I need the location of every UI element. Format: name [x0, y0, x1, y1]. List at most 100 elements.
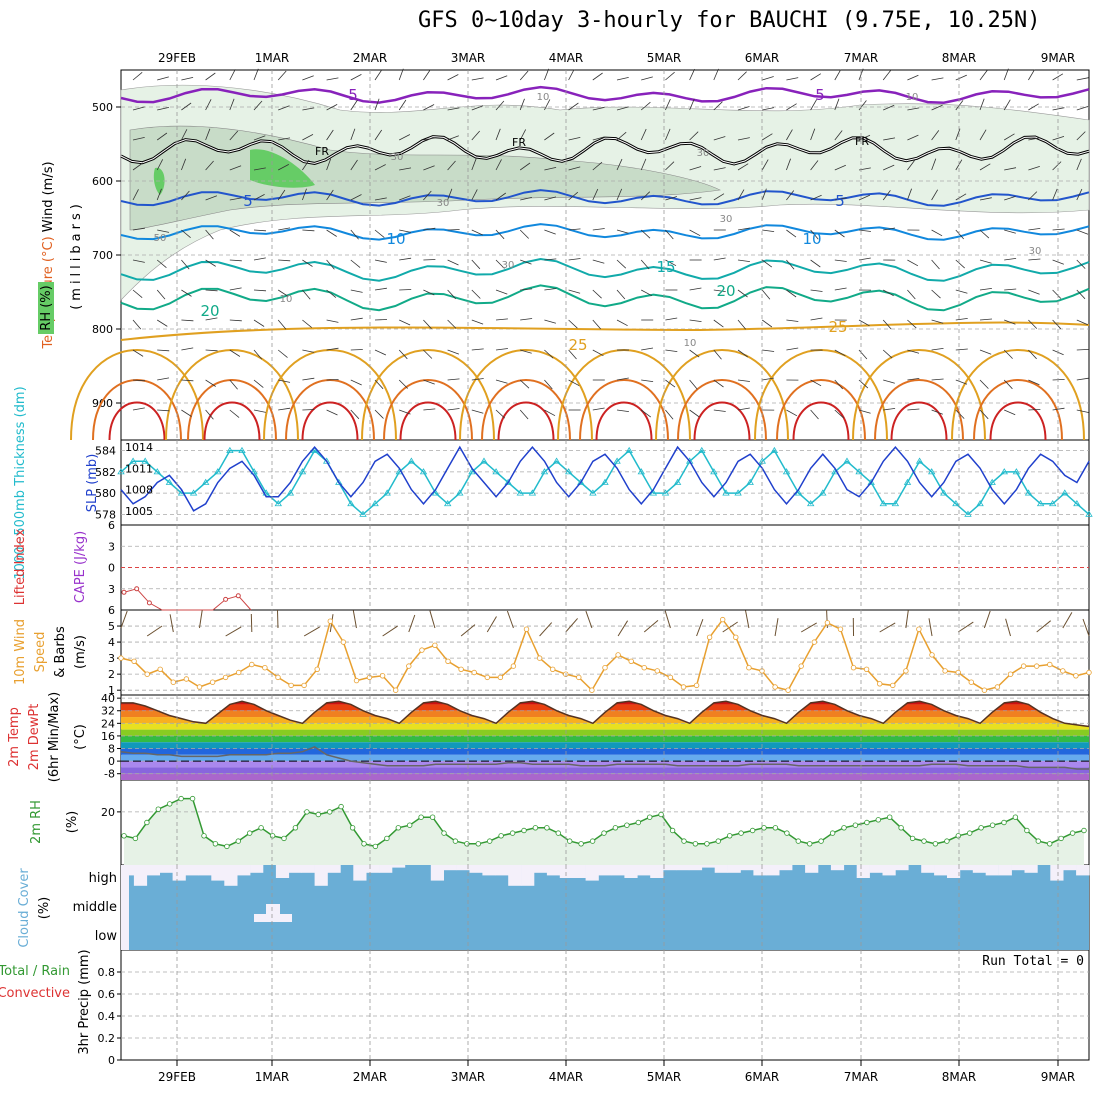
- wind-barb: [519, 379, 530, 389]
- rh-line-point: [784, 830, 790, 836]
- wind-barb: [665, 317, 678, 321]
- wind-barb: [181, 347, 194, 351]
- thickness-line-point: [577, 478, 585, 485]
- wind-barb: [544, 409, 556, 417]
- thickness-line-point: [843, 457, 851, 464]
- wind-barb: [689, 379, 698, 390]
- thickness-line-point: [952, 499, 960, 507]
- wind-barb: [786, 319, 799, 322]
- wind-barb: [447, 74, 459, 81]
- wind-barb: [641, 379, 654, 382]
- wind-barb: [229, 319, 242, 322]
- rh-legend-text: RH (%): [39, 285, 54, 330]
- wind-barb: [132, 379, 146, 382]
- wind-barb: [1003, 379, 1013, 390]
- wind-barb: [737, 189, 745, 201]
- wind-speed-line-point: [1033, 663, 1040, 669]
- wind-barb: [592, 136, 605, 141]
- wind-barb: [350, 409, 360, 420]
- wind-barb: [229, 409, 240, 418]
- wind-barb: [858, 229, 871, 232]
- wind-barb: [471, 319, 484, 325]
- wind-barb: [302, 75, 314, 81]
- temp-color-band: [121, 717, 1089, 724]
- wind-barb: [253, 68, 259, 81]
- cloud-high-gap: [172, 865, 186, 881]
- li-tick-label: 6: [108, 519, 115, 532]
- wind-barb: [568, 228, 581, 231]
- wind-barb: [665, 349, 678, 352]
- cloud-unit-ylabel: (%): [37, 897, 52, 920]
- cloud-high-gap: [224, 865, 238, 886]
- wind-barb: [447, 135, 459, 141]
- wind-barb: [302, 188, 307, 201]
- wind-barb: [616, 131, 627, 141]
- wind-ylabel-3: & Barbs: [53, 626, 68, 678]
- rh-line-point: [475, 841, 481, 847]
- wind-barb: [931, 189, 939, 201]
- wind-barb: [883, 227, 896, 231]
- wind-barb: [616, 229, 629, 234]
- wind-barb-10m: [303, 626, 320, 637]
- wind-barb: [665, 71, 675, 81]
- thickness-tick-label: 580: [95, 487, 116, 500]
- wind-barb: [278, 137, 291, 141]
- date-label-bottom: 5MAR: [647, 1070, 682, 1084]
- wind-barb-10m: [905, 610, 909, 629]
- wind-speed-line-point: [327, 618, 333, 624]
- panel-frame-wind: [120, 609, 1090, 696]
- date-label-top: 8MAR: [942, 51, 977, 65]
- wind-barb: [423, 349, 433, 359]
- wind-ylabel-4-text: (m/s): [73, 635, 88, 669]
- rh-unit-ylabel-text: (%): [65, 811, 80, 834]
- rh-line-point: [841, 825, 847, 831]
- wind-barb: [713, 257, 726, 261]
- wind-barb-10m: [1062, 612, 1073, 629]
- cloud-high-gap: [1050, 865, 1064, 881]
- thickness-line-point: [371, 499, 379, 507]
- wind-barb: [640, 229, 651, 239]
- cloud-high-gap: [546, 865, 561, 876]
- precip-tick-label: 0.4: [98, 1010, 116, 1023]
- wind-barb: [713, 101, 723, 111]
- wind-speed-line-point: [209, 679, 216, 685]
- wind-speed-line-point: [785, 687, 791, 693]
- wind-barb: [447, 408, 460, 411]
- temperature-contour-label: 10: [386, 230, 405, 248]
- rh-line-point: [967, 830, 973, 836]
- rh-line-point: [647, 814, 653, 820]
- wind-barb: [689, 131, 699, 141]
- wind-barb: [761, 259, 773, 268]
- wind-barb: [229, 197, 242, 201]
- cloud-high-gap: [159, 865, 173, 873]
- cloud-high-gap: [353, 865, 367, 881]
- cloud-high-gap: [534, 865, 548, 873]
- rh-tick-label: 20: [101, 806, 115, 819]
- cloud-low-fill: [129, 865, 1089, 950]
- wind-barb: [471, 289, 481, 299]
- precip-tick-label: 0.2: [98, 1032, 116, 1045]
- wind-barb: [447, 229, 460, 231]
- wind-barb: [568, 289, 581, 294]
- wind-barb: [882, 70, 891, 81]
- wind-speed-line-point: [1007, 671, 1014, 677]
- wind-barb: [737, 407, 750, 411]
- minmax-ylabel-text: (6hr Min/Max): [47, 692, 62, 782]
- wind-barb: [931, 77, 944, 81]
- wind-barb: [810, 160, 819, 171]
- wind-barb: [544, 379, 553, 390]
- cloud-high-gap: [947, 865, 961, 878]
- cloud-high-gap: [921, 865, 935, 873]
- wind-barb: [519, 409, 529, 420]
- temperature-contour-label: 20: [716, 282, 735, 300]
- wind-speed-line-point: [916, 626, 922, 632]
- temp-ylabel-text: 2m Temp: [7, 707, 22, 767]
- wind-speed-line-point: [890, 682, 896, 689]
- thickness-line-point: [964, 510, 972, 517]
- wind-speed-line-point: [235, 669, 242, 676]
- wind-barb-10m: [1005, 618, 1011, 637]
- wind-barb: [1028, 137, 1041, 141]
- wind-barb: [278, 164, 289, 171]
- wind-barb: [374, 349, 387, 356]
- wind-barb-10m: [382, 625, 398, 637]
